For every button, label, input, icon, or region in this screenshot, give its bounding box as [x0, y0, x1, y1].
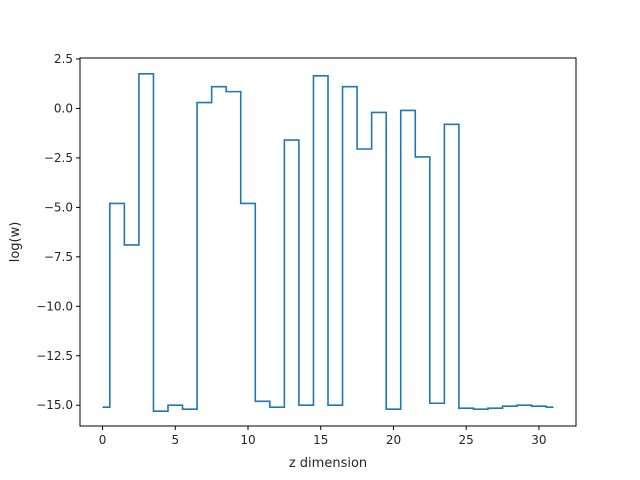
y-axis-ticks: 2.5 0.0 −2.5 −5.0 −7.5 −10.0 −12.5 −15.0 — [36, 52, 80, 412]
x-tick-label: 25 — [459, 433, 474, 447]
x-tick-label: 15 — [313, 433, 328, 447]
y-tick-label: −2.5 — [44, 151, 73, 165]
y-tick-label: −10.0 — [36, 299, 73, 313]
x-tick-label: 5 — [171, 433, 179, 447]
plot-frame — [79, 57, 577, 427]
x-axis-label: z dimension — [289, 456, 367, 471]
y-tick-label: 2.5 — [54, 52, 73, 66]
x-tick-label: 0 — [99, 433, 107, 447]
series-layer — [102, 73, 554, 412]
x-tick-label: 30 — [531, 433, 546, 447]
y-axis-label: log(w) — [8, 222, 23, 263]
x-tick-label: 10 — [240, 433, 255, 447]
y-tick-label: −12.5 — [36, 349, 73, 363]
y-tick-label: 0.0 — [54, 101, 73, 115]
y-tick-label: −5.0 — [44, 200, 73, 214]
x-tick-label: 20 — [386, 433, 401, 447]
y-tick-label: −7.5 — [44, 250, 73, 264]
x-axis-ticks: 0 5 10 15 20 25 30 — [99, 426, 547, 447]
y-tick-label: −15.0 — [36, 398, 73, 412]
series-step-line — [102, 73, 554, 412]
